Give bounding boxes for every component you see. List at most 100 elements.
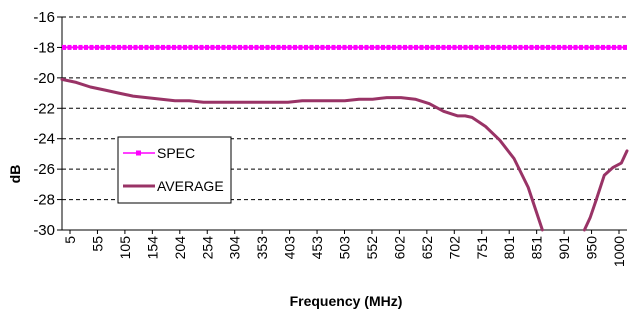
spec-marker bbox=[590, 44, 594, 50]
spec-marker bbox=[62, 44, 66, 50]
spec-marker bbox=[106, 44, 110, 50]
spec-marker bbox=[408, 44, 413, 50]
spec-marker bbox=[491, 44, 495, 50]
spec-marker bbox=[84, 44, 88, 50]
spec-marker bbox=[194, 44, 198, 50]
y-tick-label: -18 bbox=[33, 39, 55, 56]
x-tick-label: 652 bbox=[419, 236, 435, 260]
spec-marker bbox=[122, 44, 127, 50]
spec-marker bbox=[595, 44, 600, 50]
spec-marker bbox=[612, 44, 616, 50]
spec-marker bbox=[276, 44, 281, 50]
spec-marker bbox=[386, 44, 391, 50]
spec-marker bbox=[436, 44, 440, 50]
spec-marker bbox=[381, 44, 385, 50]
legend: SPEC AVERAGE bbox=[117, 136, 232, 204]
spec-marker bbox=[320, 44, 325, 50]
spec-marker bbox=[425, 44, 429, 50]
spec-marker bbox=[78, 44, 83, 50]
spec-marker bbox=[364, 44, 369, 50]
y-tick-label: -22 bbox=[33, 100, 55, 117]
spec-marker bbox=[260, 44, 264, 50]
spec-marker bbox=[232, 44, 237, 50]
x-tick-label: 5 bbox=[62, 236, 78, 244]
spec-marker bbox=[480, 44, 484, 50]
spec-marker bbox=[188, 44, 193, 50]
spec-marker bbox=[397, 44, 402, 50]
spec-marker bbox=[342, 44, 347, 50]
spec-marker bbox=[265, 44, 270, 50]
average-line bbox=[582, 149, 629, 232]
spec-marker bbox=[557, 44, 561, 50]
y-tick-label: -24 bbox=[33, 131, 55, 148]
x-tick-label: 453 bbox=[309, 236, 325, 260]
spec-marker bbox=[298, 44, 303, 50]
x-tick-label: 901 bbox=[556, 236, 572, 260]
spec-marker bbox=[227, 44, 231, 50]
spec-marker bbox=[304, 44, 308, 50]
spec-marker bbox=[606, 44, 611, 50]
spec-marker bbox=[419, 44, 424, 50]
y-tick-label: -30 bbox=[33, 222, 55, 239]
spec-marker bbox=[353, 44, 358, 50]
spec-marker bbox=[95, 44, 99, 50]
x-tick-label: 503 bbox=[337, 236, 353, 260]
spec-marker bbox=[524, 44, 528, 50]
spec-marker bbox=[161, 44, 165, 50]
x-axis-title: Frequency (MHz) bbox=[290, 293, 403, 309]
spec-marker bbox=[375, 44, 380, 50]
spec-marker bbox=[573, 44, 578, 50]
spec-marker bbox=[337, 44, 341, 50]
spec-marker bbox=[463, 44, 468, 50]
x-tick-label: 702 bbox=[446, 236, 462, 260]
spec-marker bbox=[502, 44, 506, 50]
spec-marker bbox=[584, 44, 589, 50]
spec-marker bbox=[546, 44, 550, 50]
spec-marker bbox=[359, 44, 363, 50]
x-tick-label: 751 bbox=[474, 236, 490, 260]
x-tick-label: 154 bbox=[144, 236, 160, 260]
spec-marker bbox=[133, 44, 138, 50]
spec-marker bbox=[100, 44, 105, 50]
spec-marker bbox=[67, 44, 72, 50]
spec-marker bbox=[155, 44, 160, 50]
spec-marker bbox=[216, 44, 220, 50]
legend-spec-label: SPEC bbox=[157, 145, 195, 161]
x-tick-label: 105 bbox=[117, 236, 133, 260]
x-tick-label: 304 bbox=[227, 236, 243, 260]
spec-marker bbox=[73, 44, 77, 50]
spec-marker bbox=[166, 44, 171, 50]
spec-marker bbox=[348, 44, 352, 50]
x-tick-label: 55 bbox=[89, 236, 105, 252]
spec-marker bbox=[485, 44, 490, 50]
x-tick-label: 851 bbox=[529, 236, 545, 260]
spec-marker bbox=[199, 44, 204, 50]
spec-marker bbox=[452, 44, 457, 50]
spec-marker bbox=[447, 44, 451, 50]
plot-area: -16-18-20-22-24-26-28-305 55 105 154 204 254 3… bbox=[33, 9, 629, 267]
spec-marker bbox=[128, 44, 132, 50]
spec-marker bbox=[309, 44, 314, 50]
spec-marker bbox=[496, 44, 501, 50]
spec-marker bbox=[271, 44, 275, 50]
spec-marker bbox=[287, 44, 292, 50]
spec-marker bbox=[331, 44, 336, 50]
x-tick-label: 801 bbox=[501, 236, 517, 260]
spec-marker bbox=[282, 44, 286, 50]
spec-marker bbox=[579, 44, 583, 50]
spec-marker bbox=[177, 44, 182, 50]
spec-marker bbox=[430, 44, 435, 50]
x-tick-label: 1000 bbox=[611, 236, 627, 267]
spec-marker bbox=[403, 44, 407, 50]
spec-marker bbox=[562, 44, 567, 50]
spec-marker bbox=[150, 44, 154, 50]
x-tick-label: 204 bbox=[172, 236, 188, 260]
spec-marker bbox=[529, 44, 534, 50]
spec-marker bbox=[540, 44, 545, 50]
spec-marker bbox=[458, 44, 462, 50]
y-tick-label: -16 bbox=[33, 9, 55, 26]
spec-marker bbox=[568, 44, 572, 50]
legend-average-label: AVERAGE bbox=[157, 178, 224, 194]
spec-marker bbox=[117, 44, 121, 50]
spec-marker bbox=[535, 44, 539, 50]
